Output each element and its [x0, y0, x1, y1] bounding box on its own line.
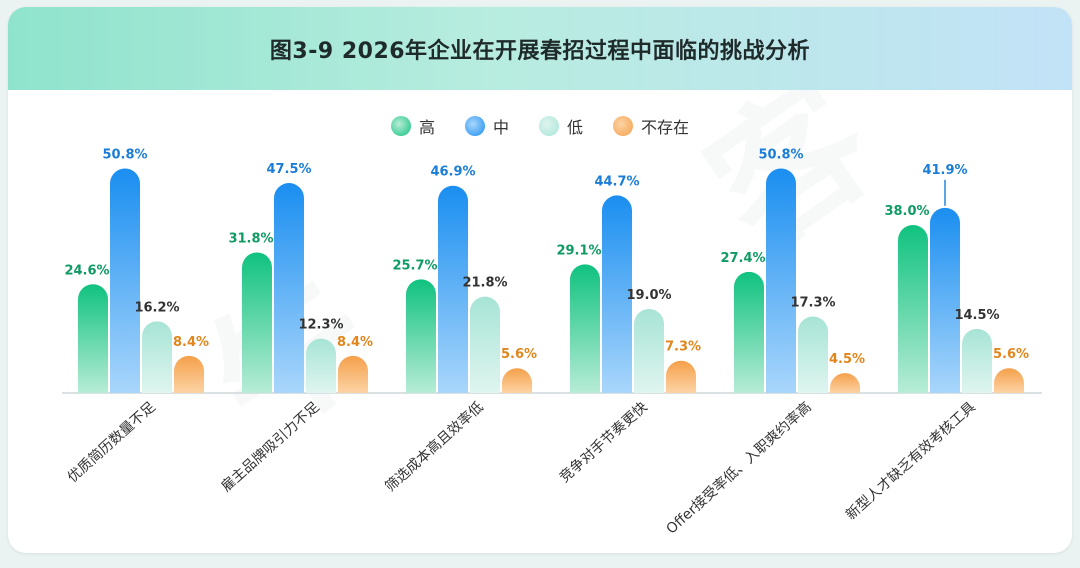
data-label: 14.5% [954, 308, 999, 323]
data-label: 27.4% [720, 251, 765, 266]
bar [798, 316, 828, 393]
data-label: 16.2% [134, 300, 179, 315]
bar [962, 328, 992, 393]
bar [174, 355, 204, 393]
bar [570, 264, 600, 393]
data-label: 38.0% [884, 204, 929, 219]
data-label: 24.6% [64, 263, 109, 278]
data-label: 21.8% [462, 276, 507, 291]
chart-header: 图3-9 2026年企业在开展春招过程中面临的挑战分析 [8, 7, 1072, 90]
legend-item: 低 [539, 114, 583, 138]
category-label: 优质简历数量不足 [64, 398, 159, 486]
legend-label: 不存在 [641, 118, 690, 137]
data-label: 50.8% [102, 147, 147, 162]
bar [634, 309, 664, 393]
data-label: 12.3% [298, 318, 343, 333]
legend-label: 中 [492, 118, 509, 137]
bar [830, 373, 860, 393]
data-label: 47.5% [266, 162, 311, 177]
data-label: 4.5% [829, 352, 865, 367]
legend-item: 不存在 [613, 114, 689, 138]
chart-title: 图3-9 2026年企业在开展春招过程中面临的挑战分析 [269, 38, 811, 64]
bar [766, 168, 796, 393]
bar [666, 360, 696, 393]
legend-swatch [613, 116, 634, 136]
category-label: 新型人才缺乏有效考核工具 [843, 399, 979, 523]
category-label: 雇主品牌吸引力不足 [218, 398, 323, 495]
bar [274, 183, 304, 393]
bar [406, 279, 436, 393]
bar [306, 338, 336, 393]
data-label: 5.6% [501, 347, 537, 362]
data-label: 19.0% [626, 288, 671, 303]
bar [142, 321, 172, 393]
bar [994, 368, 1024, 393]
data-label: 50.8% [758, 147, 803, 162]
data-label: 29.1% [556, 243, 601, 258]
bar [438, 185, 468, 393]
legend-swatch [390, 116, 411, 136]
legend-swatch [464, 116, 485, 136]
legend-item: 高 [390, 114, 435, 138]
chart-legend: 高 中 低 不存在 [8, 114, 1072, 138]
bar [470, 296, 500, 393]
bar [898, 225, 928, 393]
bar [502, 368, 532, 393]
bar [602, 195, 632, 393]
bar [734, 271, 764, 393]
bar [78, 284, 108, 393]
data-label: 46.9% [430, 165, 475, 180]
data-label: 8.4% [173, 335, 209, 350]
legend-label: 低 [567, 118, 584, 137]
bar [110, 168, 140, 393]
bar [338, 355, 368, 393]
data-label: 7.3% [665, 340, 701, 355]
data-label: 17.3% [790, 296, 835, 311]
data-label: 44.7% [594, 174, 639, 189]
data-label: 8.4% [337, 335, 373, 350]
legend-item: 中 [464, 114, 509, 138]
data-label: 5.6% [993, 347, 1029, 362]
data-label: 25.7% [392, 258, 437, 273]
category-label: Offer接受率低、入职爽约率高 [663, 398, 815, 537]
category-label: 竞争对手节奏更快 [556, 398, 651, 486]
legend-label: 高 [418, 118, 435, 137]
data-label: 41.9% [922, 163, 967, 178]
bar [242, 252, 272, 393]
legend-swatch [539, 116, 559, 136]
bar [930, 207, 960, 393]
category-label: 筛选成本高且效率低 [382, 398, 487, 495]
data-label: 31.8% [228, 231, 273, 246]
